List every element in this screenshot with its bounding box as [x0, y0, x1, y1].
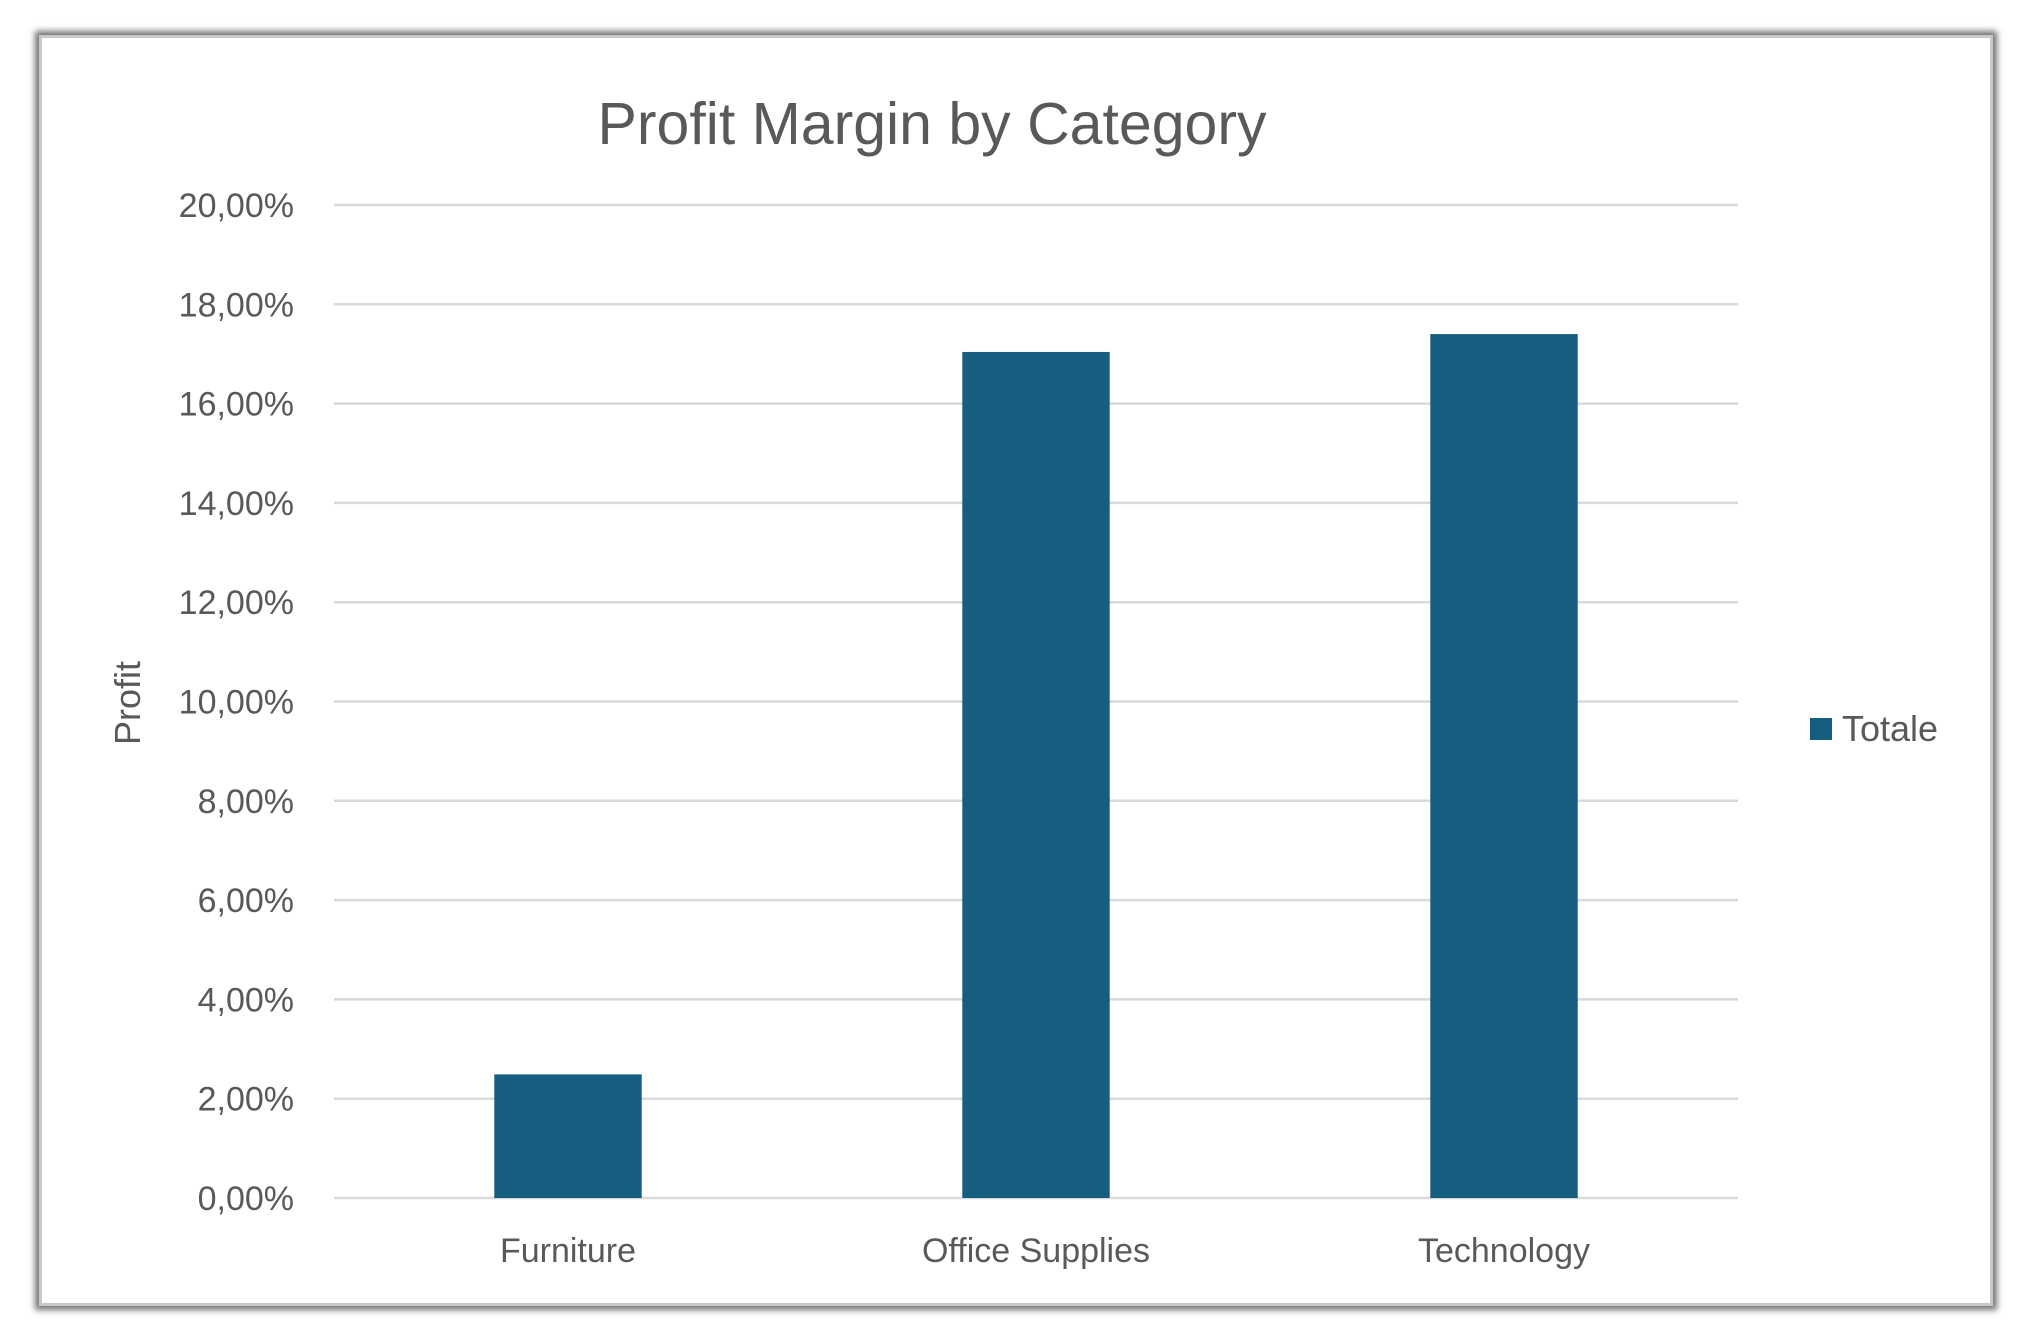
- x-tick-label: Office Supplies: [922, 1232, 1150, 1270]
- bar-office-supplies: [962, 351, 1110, 1198]
- x-axis-ticks: Furniture Office Supplies Technology: [500, 1232, 1590, 1270]
- y-tick-label: 20,00%: [179, 187, 294, 225]
- legend-swatch-totale: [1810, 718, 1832, 740]
- x-tick-label: Technology: [1418, 1232, 1590, 1270]
- y-tick-label: 8,00%: [198, 783, 294, 821]
- y-tick-label: 4,00%: [198, 981, 294, 1019]
- x-tick-label: Furniture: [500, 1232, 636, 1270]
- chart-title: Profit Margin by Category: [598, 91, 1267, 157]
- y-tick-label: 16,00%: [179, 386, 294, 424]
- y-tick-label: 12,00%: [179, 584, 294, 622]
- legend-label-totale: Totale: [1842, 708, 1938, 749]
- y-tick-label: 14,00%: [179, 485, 294, 523]
- bar-technology: [1430, 334, 1578, 1199]
- y-tick-label: 6,00%: [198, 882, 294, 920]
- legend: Totale: [1810, 708, 1938, 749]
- y-tick-label: 0,00%: [198, 1180, 294, 1218]
- y-tick-label: 10,00%: [179, 684, 294, 722]
- bars: [494, 334, 1578, 1199]
- bar-furniture: [494, 1074, 642, 1198]
- y-tick-label: 2,00%: [198, 1081, 294, 1119]
- y-axis-label: Profit: [107, 661, 148, 745]
- y-tick-label: 18,00%: [179, 286, 294, 324]
- y-axis-ticks: 0,00% 2,00% 4,00% 6,00% 8,00% 10,00% 12,00% 14,…: [179, 187, 294, 1218]
